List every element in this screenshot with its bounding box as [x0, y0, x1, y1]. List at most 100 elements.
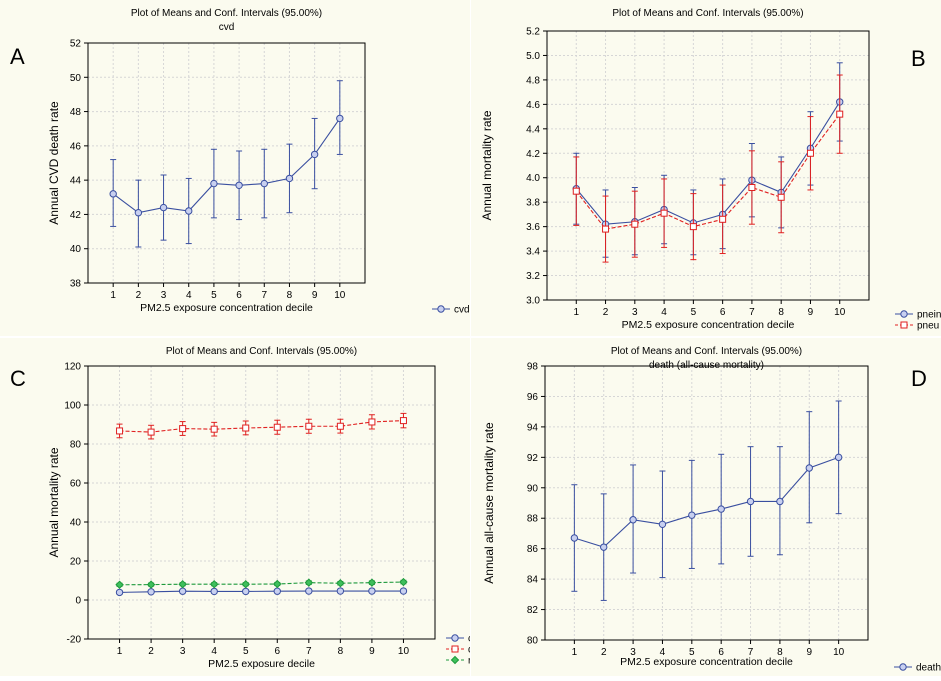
data-point	[368, 418, 376, 426]
y-axis: 80 82 84 86 88 90 92 94 96 98	[527, 362, 545, 647]
y-tick-label: 4.0	[526, 173, 540, 184]
series-line	[119, 420, 404, 433]
panel-letter-a: A	[10, 44, 25, 69]
x-tick-label: 8	[777, 647, 783, 658]
data-point	[806, 149, 814, 157]
data-point	[336, 579, 345, 588]
data-point	[285, 174, 294, 183]
legend: death	[894, 663, 941, 674]
data-point	[719, 215, 727, 223]
panel-letter-b: B	[911, 46, 926, 71]
x-tick-label: 3	[630, 647, 636, 658]
x-tick-label: 4	[186, 290, 192, 301]
y-tick-label: 4.2	[526, 149, 540, 160]
x-axis-label: PM2.5 exposure concentration decile	[140, 302, 313, 314]
data-point	[336, 114, 344, 123]
data-point	[115, 588, 124, 597]
x-tick-label: 5	[689, 647, 695, 658]
y-axis-label: Annual all-cause mortality rate	[482, 422, 496, 584]
data-point	[689, 223, 697, 231]
series-resp	[115, 577, 408, 589]
data-point	[115, 580, 124, 589]
legend-label: death	[916, 663, 941, 674]
data-point	[273, 587, 281, 595]
chart-title: Plot of Means and Conf. Intervals (95.00…	[612, 8, 803, 19]
y-tick-label: 38	[70, 279, 82, 290]
x-tick-label: 3	[180, 646, 186, 657]
y-axis-label: Annual mortality rate	[47, 447, 61, 557]
x-tick-label: 4	[211, 646, 217, 657]
data-point	[209, 579, 219, 589]
data-point	[241, 579, 250, 589]
plot-frame	[546, 30, 870, 301]
y-axis: 38 40 42 44 46 48 50 52	[70, 39, 88, 290]
series-death	[116, 412, 407, 440]
x-tick-label: 2	[603, 307, 609, 318]
legend-label: copd	[468, 634, 470, 645]
legend-marker	[451, 645, 459, 653]
x-tick-label: 9	[806, 647, 812, 658]
x-tick-label: 5	[243, 646, 249, 657]
data-point	[805, 464, 813, 472]
chart-d: Plot of Means and Conf. Intervals (95.00…	[482, 346, 941, 674]
x-tick-label: 4	[660, 647, 666, 658]
data-point	[134, 209, 143, 217]
data-point	[336, 587, 345, 595]
y-tick-label: -20	[67, 635, 82, 646]
series-line	[119, 590, 404, 593]
data-point	[629, 516, 637, 524]
data-point	[570, 534, 579, 542]
y-tick-label: 3.0	[526, 296, 540, 307]
series-pneu	[572, 74, 844, 263]
data-point	[147, 428, 155, 436]
data-point	[688, 511, 696, 519]
legend-label: cvd	[454, 305, 470, 316]
chart-title: Plot of Means and Conf. Intervals (95.00…	[611, 346, 802, 357]
x-axis: 1 2 3 4 5 6 7 8 9 10	[572, 640, 845, 658]
data-point	[273, 423, 281, 431]
x-tick-label: 3	[632, 307, 638, 318]
y-axis-label: Annual mortality rate	[480, 110, 494, 220]
x-tick-label: 6	[718, 647, 724, 658]
data-point	[210, 179, 218, 188]
gridlines	[545, 365, 868, 641]
data-point	[147, 588, 155, 596]
legend-marker	[437, 305, 445, 313]
x-tick-label: 1	[117, 646, 123, 657]
legend: pneinfpneu	[895, 310, 941, 332]
y-tick-label: 80	[70, 440, 82, 451]
x-tick-label: 7	[261, 290, 267, 301]
x-tick-label: 5	[211, 290, 217, 301]
data-point	[242, 424, 250, 432]
chart-c: Plot of Means and Conf. Intervals (95.00…	[47, 346, 493, 670]
x-tick-label: 2	[601, 647, 607, 658]
series-line	[112, 118, 341, 214]
series-line	[575, 101, 841, 225]
y-tick-label: 96	[527, 392, 539, 403]
data-point	[631, 220, 639, 228]
legend-label: resp	[468, 656, 470, 667]
x-tick-label: 1	[110, 290, 116, 301]
legend-marker	[899, 663, 907, 671]
data-point	[600, 543, 608, 551]
y-tick-label: 48	[70, 107, 82, 118]
data-point	[242, 587, 250, 596]
panel-letter-c: C	[10, 366, 26, 391]
x-tick-label: 3	[161, 290, 167, 301]
legend-marker	[450, 655, 460, 665]
series-cvd	[109, 80, 344, 248]
y-tick-label: 3.4	[526, 247, 540, 258]
data-point	[660, 209, 668, 217]
panel-letter-d: D	[911, 366, 927, 391]
y-axis: 3.0 3.2 3.4 3.6 3.8 4.0 4.2 4.4 4.6 4.8 5.0 5.2	[526, 27, 547, 307]
legend-marker	[451, 634, 459, 642]
chart-title: Plot of Means and Conf. Intervals (95.00…	[131, 8, 322, 19]
y-tick-label: 84	[527, 575, 539, 586]
y-tick-label: 60	[70, 479, 82, 490]
legend: copddeathresp	[446, 634, 493, 667]
data-point	[304, 578, 314, 587]
x-tick-label: 2	[148, 646, 154, 657]
data-point	[367, 578, 377, 587]
x-tick-label: 2	[136, 290, 142, 301]
y-tick-label: 100	[64, 401, 81, 412]
